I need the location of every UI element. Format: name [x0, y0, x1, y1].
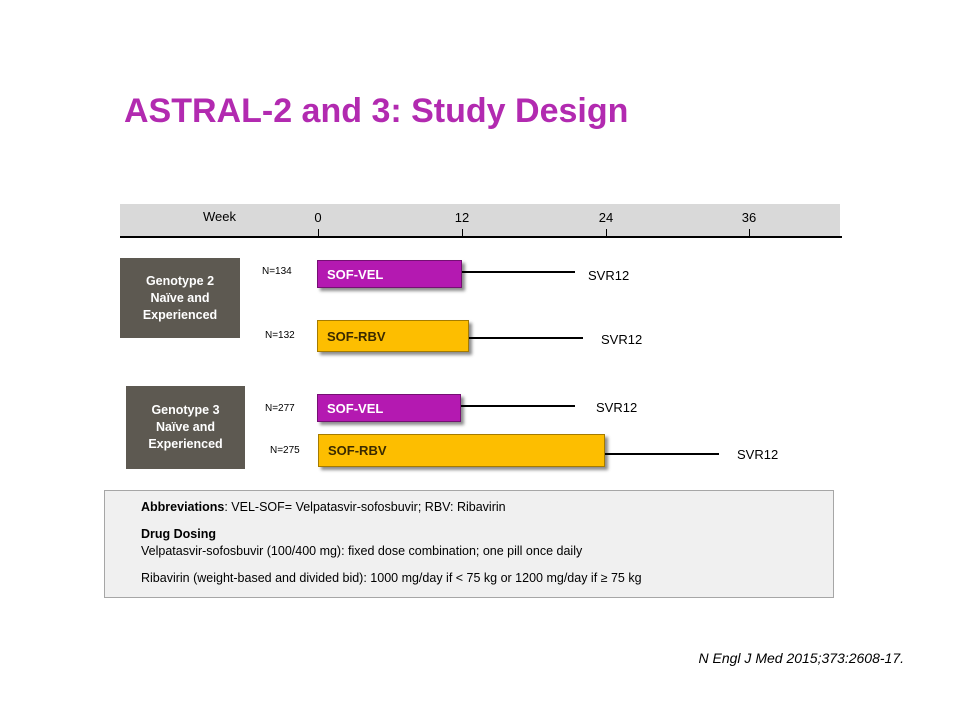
- abbreviations-label: Abbreviations: [141, 500, 225, 514]
- citation: N Engl J Med 2015;373:2608-17.: [698, 650, 904, 666]
- group-label-line: Experienced: [148, 437, 223, 451]
- tick-label-24: 24: [598, 210, 614, 225]
- tick-mark-36: [749, 229, 750, 237]
- tick-label-36: 36: [741, 210, 757, 225]
- abbreviations-line: Abbreviations: VEL-SOF= Velpatasvir-sofo…: [141, 500, 506, 514]
- group-label-line: Experienced: [142, 307, 218, 322]
- group-label-line: Genotype 2: [145, 273, 215, 288]
- follow-up-line: [462, 271, 575, 273]
- timeline-axis-band: [120, 204, 840, 236]
- abbreviations-dosing-box: Abbreviations: VEL-SOF= Velpatasvir-sofo…: [104, 490, 834, 598]
- arm-regimen-label: SOF-VEL: [327, 400, 384, 416]
- group-label-line: Naïve and: [150, 290, 210, 305]
- follow-up-line: [461, 405, 575, 407]
- dosing-line-ribavirin: Ribavirin (weight-based and divided bid)…: [141, 571, 642, 585]
- page-title: ASTRAL-2 and 3: Study Design: [124, 92, 629, 130]
- endpoint-label: SVR12: [737, 447, 779, 462]
- group-box-genotype-2: Genotype 2 Naïve and Experienced: [120, 258, 240, 338]
- dosing-line-velpatasvir: Velpatasvir-sofosbuvir (100/400 mg): fix…: [141, 544, 583, 558]
- group-box-genotype-3: Genotype 3 Naïve and Experienced: [126, 386, 245, 469]
- group-label-line: Genotype 3: [151, 403, 220, 417]
- group-label-line: Naïve and: [155, 420, 216, 434]
- arm-bar-sof-vel: SOF-VEL: [317, 260, 462, 288]
- arm-bar-sof-rbv: SOF-RBV: [317, 320, 469, 352]
- timeline-axis-line: [120, 236, 842, 238]
- arm-n-label: N=132: [265, 330, 295, 341]
- tick-mark-0: [318, 229, 319, 237]
- abbreviations-text: : VEL-SOF= Velpatasvir-sofosbuvir; RBV: …: [224, 500, 506, 514]
- arm-regimen-label: SOF-RBV: [327, 328, 386, 344]
- arm-n-label: N=134: [262, 266, 292, 277]
- tick-mark-12: [462, 229, 463, 237]
- endpoint-label: SVR12: [601, 332, 643, 347]
- drug-dosing-label: Drug Dosing: [141, 527, 216, 541]
- endpoint-label: SVR12: [596, 400, 638, 415]
- follow-up-line: [605, 453, 719, 455]
- arm-regimen-label: SOF-VEL: [327, 266, 384, 282]
- arm-n-label: N=275: [270, 445, 300, 456]
- axis-week-label: Week: [203, 209, 236, 224]
- arm-bar-sof-rbv: SOF-RBV: [318, 434, 605, 467]
- arm-bar-sof-vel: SOF-VEL: [317, 394, 461, 422]
- tick-label-0: 0: [314, 210, 322, 225]
- tick-mark-24: [606, 229, 607, 237]
- tick-label-12: 12: [454, 210, 470, 225]
- follow-up-line: [469, 337, 583, 339]
- arm-regimen-label: SOF-RBV: [328, 443, 387, 458]
- endpoint-label: SVR12: [588, 268, 630, 283]
- arm-n-label: N=277: [265, 403, 295, 414]
- drug-dosing-heading: Drug Dosing: [141, 527, 216, 541]
